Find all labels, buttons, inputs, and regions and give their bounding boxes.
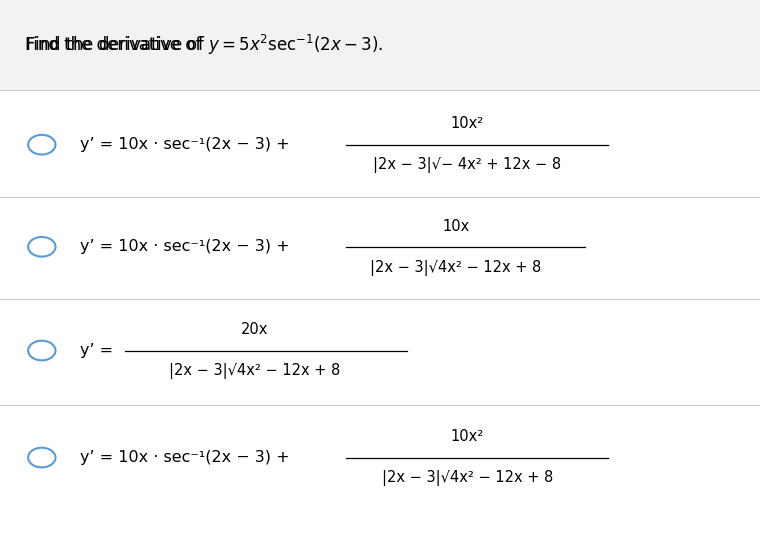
Text: Find the derivative of: Find the derivative of [25,36,207,54]
Text: |2x − 3|√4x² − 12x + 8: |2x − 3|√4x² − 12x + 8 [169,363,340,379]
FancyBboxPatch shape [0,0,760,90]
Text: |2x − 3|√4x² − 12x + 8: |2x − 3|√4x² − 12x + 8 [370,259,542,276]
Text: |2x − 3|√4x² − 12x + 8: |2x − 3|√4x² − 12x + 8 [382,470,553,486]
FancyBboxPatch shape [0,90,760,546]
Text: |2x − 3|√− 4x² + 12x − 8: |2x − 3|√− 4x² + 12x − 8 [373,157,562,174]
Text: Find the derivative of $y = 5x^2\mathregular{sec}^{-1}(2x-3).$: Find the derivative of $y = 5x^2\mathreg… [25,33,383,57]
Text: y’ =: y’ = [80,343,113,358]
Text: 10x²: 10x² [451,116,484,132]
Text: y’ = 10x · sec⁻¹(2x − 3) +: y’ = 10x · sec⁻¹(2x − 3) + [80,137,290,152]
Text: 10x: 10x [442,218,470,234]
Text: y’ = 10x · sec⁻¹(2x − 3) +: y’ = 10x · sec⁻¹(2x − 3) + [80,239,290,254]
Text: 10x²: 10x² [451,429,484,444]
Text: y’ = 10x · sec⁻¹(2x − 3) +: y’ = 10x · sec⁻¹(2x − 3) + [80,450,290,465]
Text: 20x: 20x [241,322,268,337]
